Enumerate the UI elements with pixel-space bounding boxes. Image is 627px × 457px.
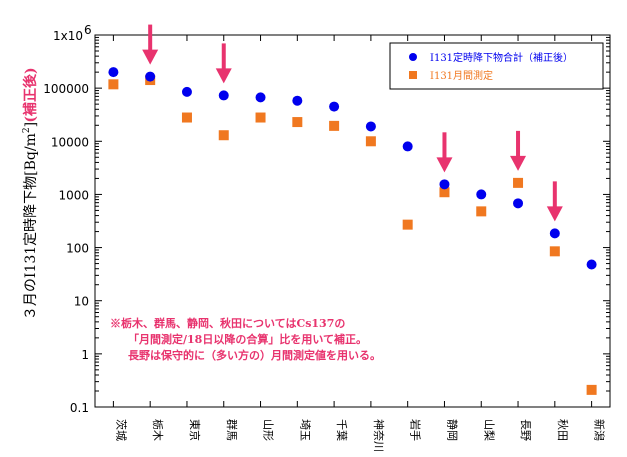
- y-axis: 0.1 1 10 100 1000 10000 100000 1x10 6: [43, 23, 610, 415]
- legend-label-series-2: I131月間測定: [430, 69, 493, 82]
- x-tick-label: 秋田: [556, 419, 570, 441]
- x-tick-label: 静岡: [445, 419, 459, 441]
- total-circle-point: [145, 71, 156, 82]
- x-tick-label: 栃木: [151, 419, 165, 441]
- monthly-square-point: [513, 177, 524, 188]
- total-circle-point: [439, 179, 450, 190]
- y-tick-label: 1x10: [53, 29, 83, 43]
- legend-marker-series-1: [409, 53, 417, 61]
- annotation-line-1: ※栃木、群馬、静岡、秋田についてはCs137の: [110, 316, 345, 330]
- y-axis-sublabel: (補正後): [22, 67, 39, 122]
- x-tick-label: 長野: [519, 419, 532, 441]
- x-tick-label: 新潟: [593, 419, 607, 441]
- x-tick-label: 神奈川: [372, 419, 386, 452]
- data-points: [108, 67, 597, 395]
- y-axis-label-close: ]: [23, 122, 39, 127]
- total-circle-point: [181, 86, 192, 97]
- monthly-square-point: [292, 117, 303, 128]
- legend-box: [389, 42, 604, 90]
- y-tick-label: 1: [81, 348, 89, 362]
- x-tick-label: 千葉: [335, 419, 349, 441]
- total-circle-point: [476, 189, 487, 200]
- total-circle-point: [586, 259, 597, 270]
- monthly-square-point: [181, 112, 192, 123]
- x-tick-label: 群馬: [225, 419, 239, 441]
- y-tick-label: 10000: [51, 135, 89, 149]
- svg-text:３月のI131定時降下物[Bq/m2]: ３月のI131定時降下物[Bq/m2]: [22, 122, 39, 320]
- total-circle-point: [549, 228, 560, 239]
- monthly-square-point: [329, 120, 340, 131]
- y-axis-subtitle: (補正後): [22, 67, 39, 122]
- monthly-square-point: [402, 219, 413, 230]
- x-tick-label: 山梨: [482, 419, 496, 441]
- annotation-line-2: 「月間測定/18日以降の合算」比を用いて補正。: [128, 332, 367, 346]
- y-axis-label: ３月のI131定時降下物[Bq/m: [23, 133, 39, 320]
- y-tick-label: 10: [74, 295, 89, 309]
- y-tick-label: 100000: [43, 82, 89, 96]
- monthly-square-point: [439, 187, 450, 198]
- y-tick-label-exponent: 6: [84, 23, 92, 37]
- x-tick-label: 東京: [188, 419, 202, 441]
- x-tick-label: 茨城: [114, 419, 128, 441]
- arrow-head: [546, 206, 563, 222]
- x-axis: 茨城 栃木 東京 群馬 山形 埼玉 千葉 神奈川 岩手 静岡 山梨 長野 秋田 新潟: [112, 35, 607, 452]
- monthly-square-point: [476, 206, 487, 217]
- total-circle-point: [365, 121, 376, 132]
- y-tick-label: 1000: [58, 188, 89, 202]
- monthly-square-point: [218, 130, 229, 141]
- y-axis-title: ３月のI131定時降下物[Bq/m2]: [22, 122, 39, 320]
- legend-marker-series-2: [409, 71, 417, 79]
- monthly-square-point: [549, 246, 560, 257]
- monthly-square-point: [108, 79, 119, 90]
- total-circle-point: [255, 92, 266, 103]
- annotation: ※栃木、群馬、静岡、秋田についてはCs137の 「月間測定/18日以降の合算」比…: [110, 316, 381, 362]
- monthly-square-point: [365, 136, 376, 147]
- plot-frame: [94, 34, 611, 408]
- arrow-head: [215, 68, 232, 84]
- y-tick-label: 100: [66, 242, 89, 256]
- total-circle-point: [329, 101, 340, 112]
- x-tick-label: 岩手: [409, 419, 423, 441]
- total-circle-point: [292, 95, 303, 106]
- arrow-head: [510, 155, 527, 171]
- total-circle-point: [218, 90, 229, 101]
- x-tick-label: 山形: [262, 419, 275, 441]
- monthly-square-point: [255, 112, 266, 123]
- y-tick-label: 0.1: [70, 401, 89, 415]
- monthly-square-point: [586, 384, 597, 395]
- arrow-head: [436, 157, 453, 173]
- arrow-markers: [142, 24, 563, 222]
- total-circle-point: [513, 198, 524, 209]
- arrow-head: [142, 49, 159, 65]
- x-tick-label: 埼玉: [298, 419, 312, 441]
- legend: I131定時降下物合計（補正後） I131月間測定: [389, 42, 604, 90]
- y-axis-label-exponent: 2: [22, 127, 32, 133]
- legend-label-series-1: I131定時降下物合計（補正後）: [430, 51, 573, 64]
- total-circle-point: [108, 67, 119, 78]
- annotation-line-3: 長野は保守的に（多い方の）月間測定値を用いる。: [128, 348, 381, 362]
- total-circle-point: [402, 141, 413, 152]
